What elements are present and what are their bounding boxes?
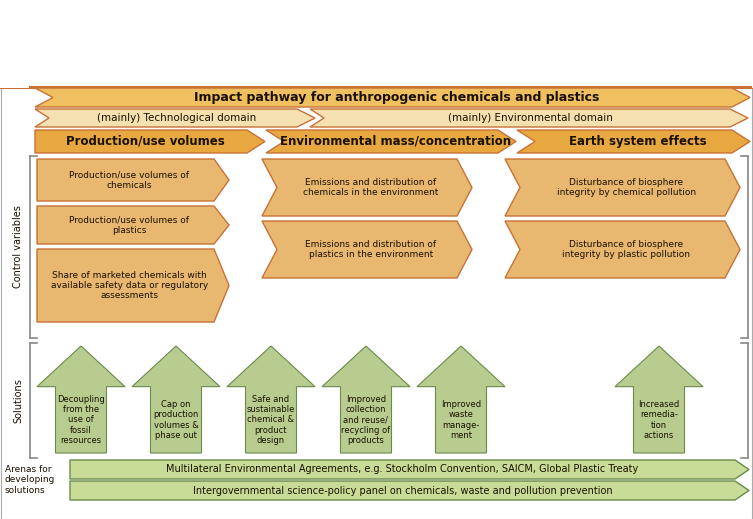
Text: Arenas for
developing
solutions: Arenas for developing solutions <box>5 465 56 495</box>
Polygon shape <box>310 109 748 127</box>
Text: Emissions and distribution of
chemicals in the environment: Emissions and distribution of chemicals … <box>303 178 438 197</box>
Polygon shape <box>227 346 315 453</box>
Polygon shape <box>35 130 265 153</box>
Polygon shape <box>262 159 472 216</box>
Polygon shape <box>37 159 229 201</box>
Polygon shape <box>70 481 749 500</box>
Text: Disturbance of biosphere
integrity by chemical pollution: Disturbance of biosphere integrity by ch… <box>556 178 696 197</box>
Polygon shape <box>615 346 703 453</box>
Polygon shape <box>70 460 749 479</box>
Text: Production/use volumes: Production/use volumes <box>66 135 225 148</box>
Text: Production/use volumes of
plastics: Production/use volumes of plastics <box>69 215 189 235</box>
Text: Decoupling
from the
use of
fossil
resources: Decoupling from the use of fossil resour… <box>57 394 105 445</box>
Text: Improved
collection
and reuse/
recycling of
products: Improved collection and reuse/ recycling… <box>341 394 391 445</box>
Polygon shape <box>35 88 750 107</box>
Text: Cap on
production
volumes &
phase out: Cap on production volumes & phase out <box>154 400 199 440</box>
Polygon shape <box>37 346 125 453</box>
Text: Environmental mass/concentration: Environmental mass/concentration <box>280 135 511 148</box>
Text: Safe and
sustainable
chemical &
product
design: Safe and sustainable chemical & product … <box>247 394 295 445</box>
Polygon shape <box>505 221 740 278</box>
Text: Earth system effects: Earth system effects <box>569 135 707 148</box>
Text: Improved
waste
manage-
ment: Improved waste manage- ment <box>441 400 481 440</box>
Polygon shape <box>322 346 410 453</box>
Text: Multilateral Environmental Agreements, e.g. Stockholm Convention, SAICM, Global : Multilateral Environmental Agreements, e… <box>166 465 639 474</box>
Text: (mainly) Environmental domain: (mainly) Environmental domain <box>448 113 613 123</box>
Text: Impact pathway for anthropogenic chemicals and plastics: Impact pathway for anthropogenic chemica… <box>194 91 599 104</box>
Text: Disturbance of biosphere
integrity by plastic pollution: Disturbance of biosphere integrity by pl… <box>562 240 691 259</box>
Text: Intergovernmental science-policy panel on chemicals, waste and pollution prevent: Intergovernmental science-policy panel o… <box>193 485 612 496</box>
Polygon shape <box>517 130 750 153</box>
Text: Share of marketed chemicals with
available safety data or regulatory
assessments: Share of marketed chemicals with availab… <box>50 270 208 301</box>
Text: Production/use volumes of
chemicals: Production/use volumes of chemicals <box>69 170 189 190</box>
Polygon shape <box>505 159 740 216</box>
Polygon shape <box>266 130 516 153</box>
Text: (mainly) Technological domain: (mainly) Technological domain <box>97 113 256 123</box>
Polygon shape <box>37 249 229 322</box>
Polygon shape <box>262 221 472 278</box>
Polygon shape <box>417 346 505 453</box>
Polygon shape <box>35 109 315 127</box>
Text: Emissions and distribution of
plastics in the environment: Emissions and distribution of plastics i… <box>305 240 436 259</box>
Text: Control variables: Control variables <box>13 206 23 289</box>
Text: Solutions: Solutions <box>13 378 23 423</box>
Polygon shape <box>37 206 229 244</box>
Text: Increased
remedia-
tion
actions: Increased remedia- tion actions <box>639 400 680 440</box>
Polygon shape <box>132 346 220 453</box>
Bar <box>0 0 753 88</box>
